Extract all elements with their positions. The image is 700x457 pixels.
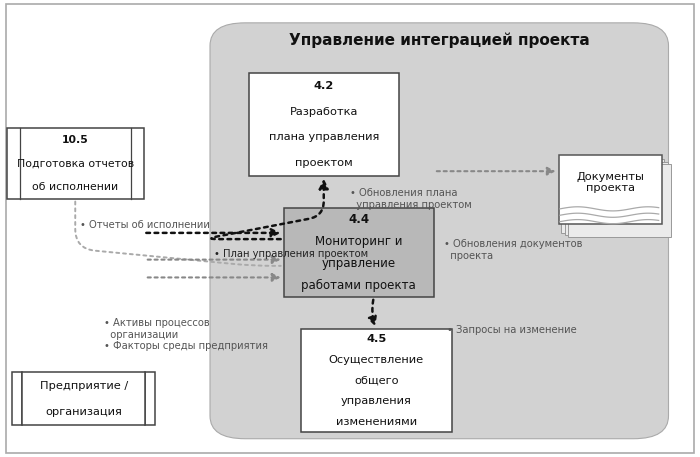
Text: Мониторинг и: Мониторинг и bbox=[315, 235, 402, 248]
Text: плана управления: плана управления bbox=[269, 133, 379, 143]
FancyBboxPatch shape bbox=[12, 372, 22, 425]
Text: • Отчеты об исполнении: • Отчеты об исполнении bbox=[80, 220, 211, 230]
Text: изменениями: изменениями bbox=[336, 417, 416, 426]
FancyArrowPatch shape bbox=[146, 229, 278, 237]
Text: управления: управления bbox=[341, 396, 412, 406]
FancyBboxPatch shape bbox=[301, 329, 452, 432]
Text: Документы
проекта: Документы проекта bbox=[576, 172, 644, 193]
Text: • Обновления документов
  проекта: • Обновления документов проекта bbox=[444, 239, 583, 261]
Text: управление: управление bbox=[322, 257, 395, 270]
Text: Разработка: Разработка bbox=[290, 106, 358, 117]
FancyBboxPatch shape bbox=[559, 155, 662, 224]
FancyBboxPatch shape bbox=[561, 159, 664, 233]
FancyArrowPatch shape bbox=[148, 274, 279, 281]
FancyArrowPatch shape bbox=[437, 168, 554, 175]
Text: Подготовка отчетов: Подготовка отчетов bbox=[17, 159, 134, 168]
Text: общего: общего bbox=[354, 376, 398, 385]
FancyArrowPatch shape bbox=[76, 202, 281, 266]
Text: об исполнении: об исполнении bbox=[32, 182, 118, 192]
FancyBboxPatch shape bbox=[565, 162, 668, 235]
FancyBboxPatch shape bbox=[7, 128, 143, 199]
Text: Предприятие /: Предприятие / bbox=[39, 381, 128, 391]
Text: работами проекта: работами проекта bbox=[302, 279, 416, 292]
Text: проектом: проектом bbox=[295, 158, 353, 168]
Text: • Запросы на изменение: • Запросы на изменение bbox=[447, 325, 576, 335]
Text: • Активы процессов
  организации
• Факторы среды предприятия: • Активы процессов организации • Факторы… bbox=[104, 318, 267, 351]
FancyBboxPatch shape bbox=[248, 73, 399, 176]
Text: 4.2: 4.2 bbox=[314, 81, 334, 91]
Text: • Обновления плана
  управления проектом: • Обновления плана управления проектом bbox=[350, 188, 472, 210]
FancyArrowPatch shape bbox=[211, 181, 328, 239]
Text: 10.5: 10.5 bbox=[62, 135, 89, 145]
FancyArrowPatch shape bbox=[148, 256, 279, 263]
FancyBboxPatch shape bbox=[22, 372, 145, 425]
Text: • План управления проектом: • План управления проектом bbox=[214, 249, 368, 259]
FancyBboxPatch shape bbox=[210, 23, 668, 439]
Text: 4.5: 4.5 bbox=[366, 335, 386, 344]
FancyBboxPatch shape bbox=[568, 164, 671, 237]
Text: Осуществление: Осуществление bbox=[329, 355, 424, 365]
Text: организация: организация bbox=[46, 407, 122, 417]
FancyArrowPatch shape bbox=[369, 300, 376, 324]
FancyBboxPatch shape bbox=[284, 208, 434, 297]
Text: Управление интеграцией проекта: Управление интеграцией проекта bbox=[289, 32, 590, 48]
FancyBboxPatch shape bbox=[145, 372, 155, 425]
Text: 4.4: 4.4 bbox=[348, 213, 370, 226]
